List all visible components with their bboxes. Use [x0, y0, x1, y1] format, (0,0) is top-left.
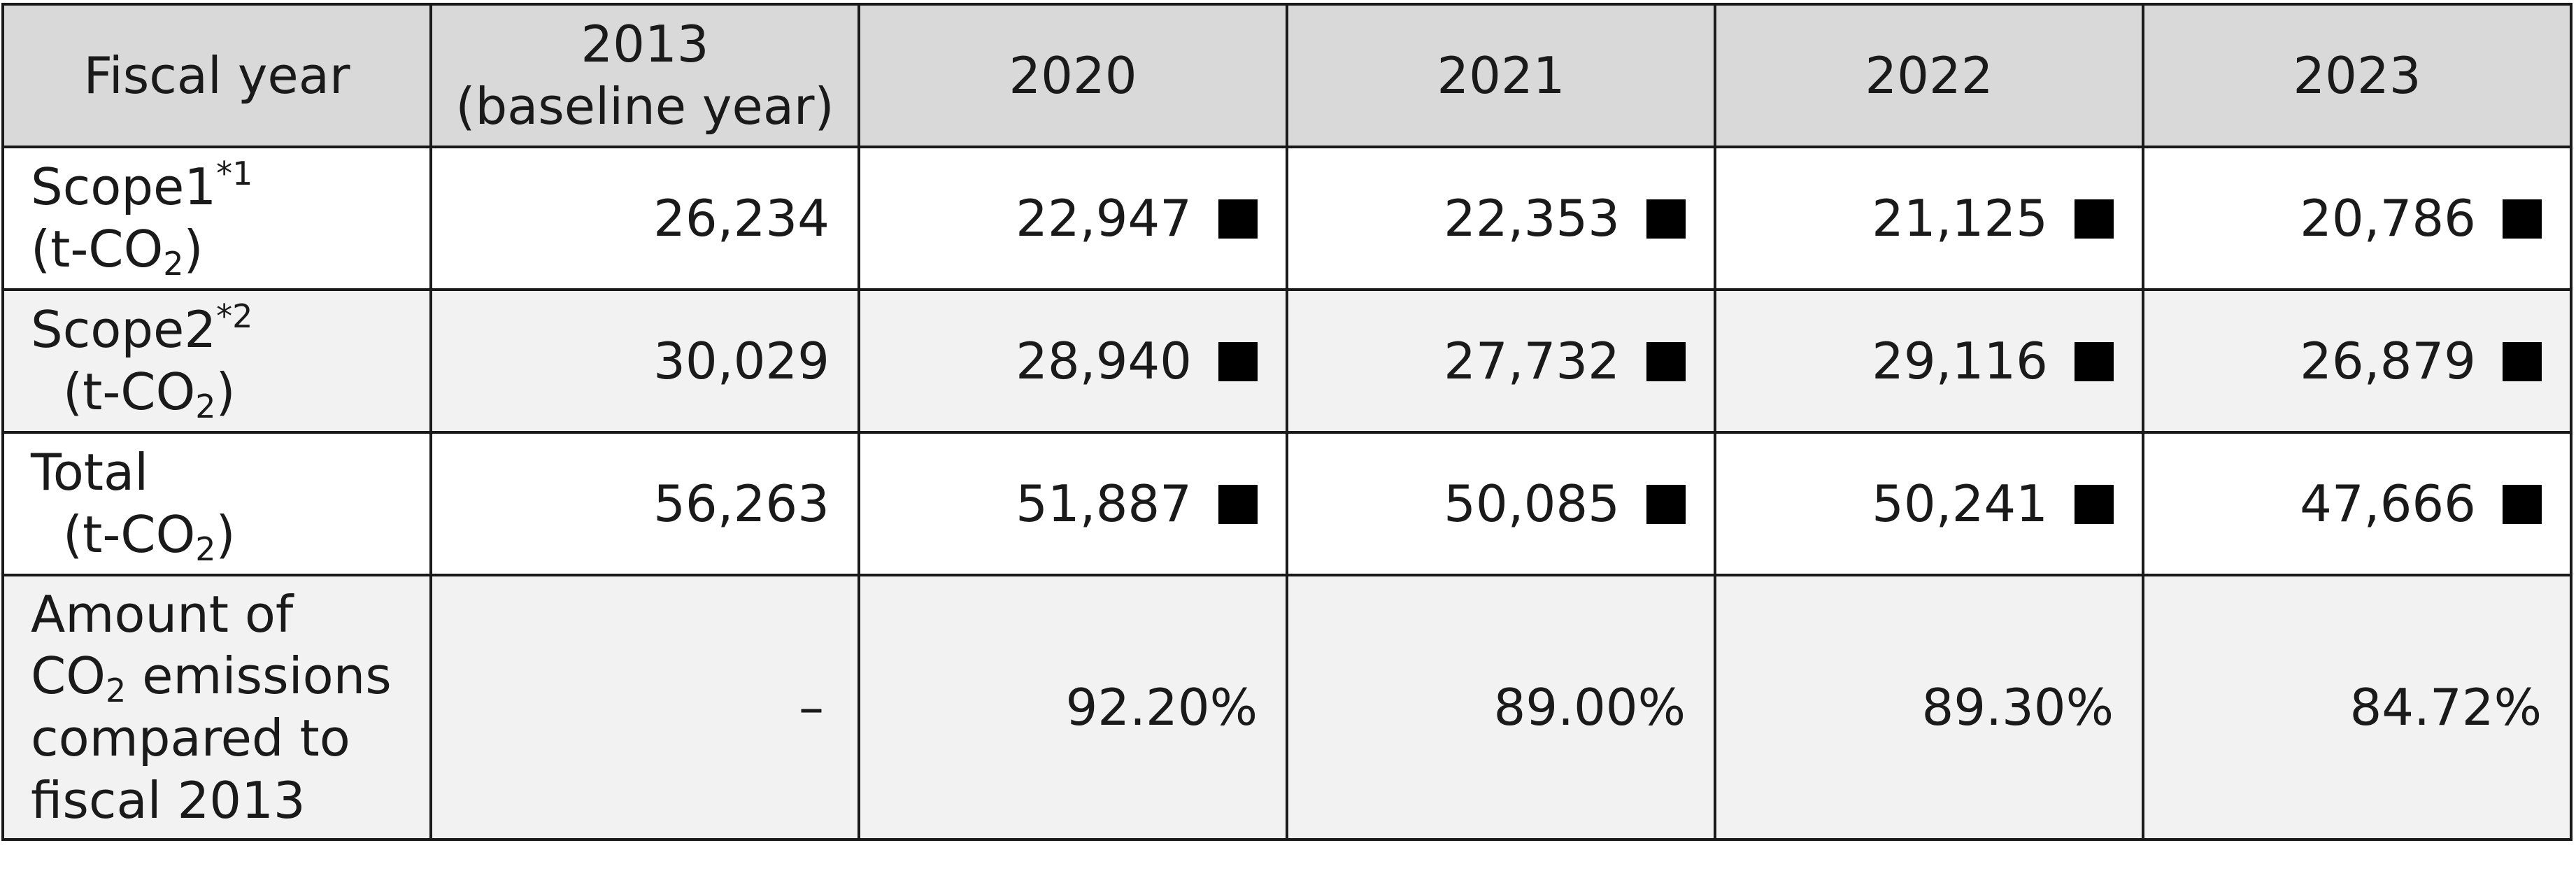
row-label-scope2: Scope2*2 (t-CO2)	[1, 288, 432, 434]
table-row-scope2: Scope2*2 (t-CO2) 30,029 28,940 27,732 29…	[1, 288, 2573, 434]
scope1-label: Scope1	[31, 157, 217, 217]
total-value-2021: 50,085	[1444, 474, 1620, 533]
total-value-2022: 50,241	[1872, 474, 2048, 533]
scope2-value-2022: 29,116	[1872, 331, 2048, 390]
total-cell-2020: 51,887	[858, 431, 1288, 576]
header-fiscal-year: Fiscal year	[1, 3, 432, 148]
scope2-label: Scope2	[31, 300, 217, 360]
total-cell-2022: 50,241	[1714, 431, 2144, 576]
filled-square-icon	[2075, 341, 2114, 381]
scope1-cell-2020: 22,947	[858, 146, 1288, 291]
filled-square-icon	[1646, 199, 1686, 239]
total-cell-2023: 47,666	[2142, 431, 2573, 576]
scope2-value-2023: 26,879	[2300, 331, 2476, 390]
scope2-value-2021: 27,732	[1444, 331, 1620, 390]
filled-square-icon	[2075, 484, 2114, 524]
header-year-2020: 2020	[858, 3, 1288, 148]
ratio-value-2020: 92.20%	[858, 574, 1288, 841]
total-value-2013: 56,263	[429, 431, 860, 576]
total-value-2020: 51,887	[1016, 474, 1192, 533]
scope2-value-2013: 30,029	[429, 288, 860, 434]
filled-square-icon	[1218, 341, 1258, 381]
scope1-unit: (t-CO2)	[31, 220, 204, 283]
row-label-total: Total (t-CO2)	[1, 431, 432, 576]
filled-square-icon	[2503, 484, 2542, 524]
filled-square-icon	[1646, 341, 1686, 381]
scope1-cell-2022: 21,125	[1714, 146, 2144, 291]
scope2-unit: (t-CO2)	[63, 362, 236, 425]
total-label: Total	[31, 443, 149, 502]
scope2-footnote-mark: *2	[216, 297, 253, 336]
scope1-value-2023: 20,786	[2300, 188, 2476, 248]
header-row: Fiscal year 2013 (baseline year) 2020 20…	[1, 3, 2573, 148]
header-baseline-year: 2013 (baseline year)	[429, 3, 860, 148]
ratio-value-2023: 84.72%	[2142, 574, 2573, 841]
total-value-2023: 47,666	[2300, 474, 2476, 533]
scope1-value-2021: 22,353	[1444, 188, 1620, 248]
ratio-label-line4: fiscal 2013	[31, 770, 306, 830]
scope2-cell-2022: 29,116	[1714, 288, 2144, 434]
scope1-cell-2023: 20,786	[2142, 146, 2573, 291]
scope2-cell-2020: 28,940	[858, 288, 1288, 434]
scope2-cell-2023: 26,879	[2142, 288, 2573, 434]
filled-square-icon	[2503, 199, 2542, 239]
baseline-year-note: (baseline year)	[455, 77, 834, 136]
filled-square-icon	[1646, 484, 1686, 524]
ratio-label-line1: Amount of	[31, 584, 294, 644]
header-year-2022: 2022	[1714, 3, 2144, 148]
table-row-ratio: Amount of CO2 emissions compared to fisc…	[1, 574, 2573, 841]
scope1-value-2020: 22,947	[1016, 188, 1192, 248]
header-year-2021: 2021	[1286, 3, 1716, 148]
filled-square-icon	[2503, 341, 2542, 381]
scope2-cell-2021: 27,732	[1286, 288, 1716, 434]
total-cell-2021: 50,085	[1286, 431, 1716, 576]
ratio-label-line3: compared to	[31, 709, 350, 767]
scope1-value-2022: 21,125	[1872, 188, 2048, 248]
ratio-value-2021: 89.00%	[1286, 574, 1716, 841]
ratio-value-2013: –	[429, 574, 860, 841]
scope1-footnote-mark: *1	[216, 155, 253, 193]
header-year-2023: 2023	[2142, 3, 2573, 148]
baseline-year-label: 2013	[581, 15, 709, 74]
total-unit: (t-CO2)	[63, 505, 236, 568]
co2-emissions-table: Fiscal year 2013 (baseline year) 2020 20…	[1, 3, 2573, 841]
filled-square-icon	[1218, 199, 1258, 239]
filled-square-icon	[1218, 484, 1258, 524]
ratio-label-line2: CO2 emissions	[31, 646, 392, 710]
row-label-ratio: Amount of CO2 emissions compared to fisc…	[1, 574, 432, 841]
ratio-value-2022: 89.30%	[1714, 574, 2144, 841]
table-row-total: Total (t-CO2) 56,263 51,887 50,085 50,24…	[1, 431, 2573, 576]
filled-square-icon	[2075, 199, 2114, 239]
scope2-value-2020: 28,940	[1016, 331, 1192, 390]
row-label-scope1: Scope1*1 (t-CO2)	[1, 146, 432, 291]
scope1-value-2013: 26,234	[429, 146, 860, 291]
table-row-scope1: Scope1*1 (t-CO2) 26,234 22,947 22,353 21…	[1, 146, 2573, 291]
scope1-cell-2021: 22,353	[1286, 146, 1716, 291]
